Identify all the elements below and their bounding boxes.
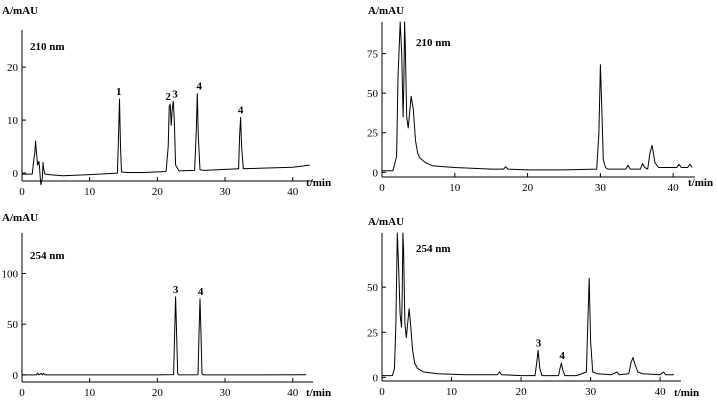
p2-y-axis-label: A/mAU	[368, 5, 404, 17]
p3-peak-label: 3	[173, 284, 179, 296]
p1-x-tick-label: 10	[84, 186, 96, 198]
p3-x-tick-label: 30	[220, 387, 232, 399]
p3-y-tick-label: 0	[13, 370, 19, 382]
p2-x-tick-label: 40	[668, 182, 680, 194]
p4-x-tick-label: 30	[585, 386, 597, 398]
p3-y-tick-label: 50	[7, 319, 19, 331]
p4-y-tick-label: 0	[373, 372, 379, 384]
p3-chromatogram-trace	[22, 296, 307, 376]
p2-y-tick-label: 50	[367, 88, 379, 100]
p1-y-tick-label: 20	[7, 62, 19, 74]
p1-x-tick-label: 0	[19, 186, 25, 198]
p1-peak-label: 4	[197, 81, 203, 93]
p4-x-tick-label: 0	[379, 386, 385, 398]
p1-peak-label: 4	[238, 104, 244, 116]
p1-y-tick-label: 10	[7, 115, 19, 127]
p4-x-tick-label: 10	[446, 386, 458, 398]
p2-x-tick-label: 0	[379, 182, 385, 194]
p2-x-axis-label: t/min	[688, 177, 713, 189]
p4-wavelength-label: 254 nm	[416, 243, 451, 255]
p4-x-tick-label: 20	[516, 386, 528, 398]
p3-x-axis-label: t/min	[306, 387, 331, 399]
p2-y-tick-label: 75	[367, 49, 379, 61]
p4-y-tick-label: 50	[367, 282, 379, 294]
p2-x-tick-label: 10	[449, 182, 461, 194]
p1-y-axis-label: A/mAU	[2, 5, 38, 17]
p3-wavelength-label: 254 nm	[30, 250, 65, 262]
p3-y-axis-label: A/mAU	[2, 212, 38, 224]
p1-x-axis-label: t/min	[306, 177, 331, 189]
p3-peak-label: 4	[198, 286, 204, 298]
p4-chromatogram-trace	[382, 232, 674, 377]
p2-y-tick-label: 25	[367, 128, 379, 140]
p3-x-tick-label: 40	[287, 387, 299, 399]
p4-x-tick-label: 40	[655, 386, 667, 398]
p2-x-tick-label: 20	[522, 182, 534, 194]
p4-peak-label: 4	[559, 350, 565, 362]
p1-x-tick-label: 40	[287, 186, 299, 198]
p4-peak-label: 3	[536, 337, 542, 349]
p3-x-tick-label: 0	[19, 387, 25, 399]
p1-x-tick-label: 30	[220, 186, 232, 198]
p4-x-axis-label: t/min	[674, 387, 699, 399]
p1-chromatogram-trace	[22, 93, 310, 186]
p1-peak-label: 2	[165, 91, 171, 103]
p3-x-tick-label: 20	[152, 387, 164, 399]
p3-y-tick-label: 100	[2, 269, 19, 281]
p3-x-tick-label: 10	[84, 387, 96, 399]
p1-wavelength-label: 210 nm	[30, 41, 65, 53]
p2-x-tick-label: 30	[595, 182, 607, 194]
p4-y-axis-label: A/mAU	[368, 216, 404, 228]
p2-chromatogram-trace	[382, 21, 693, 172]
p1-peak-label: 3	[172, 89, 178, 101]
p2-y-tick-label: 0	[373, 167, 379, 179]
p1-peak-label: 1	[116, 86, 122, 98]
p4-y-tick-label: 25	[367, 327, 379, 339]
p1-y-tick-label: 0	[13, 168, 19, 180]
p2-wavelength-label: 210 nm	[416, 37, 451, 49]
p1-x-tick-label: 20	[152, 186, 164, 198]
